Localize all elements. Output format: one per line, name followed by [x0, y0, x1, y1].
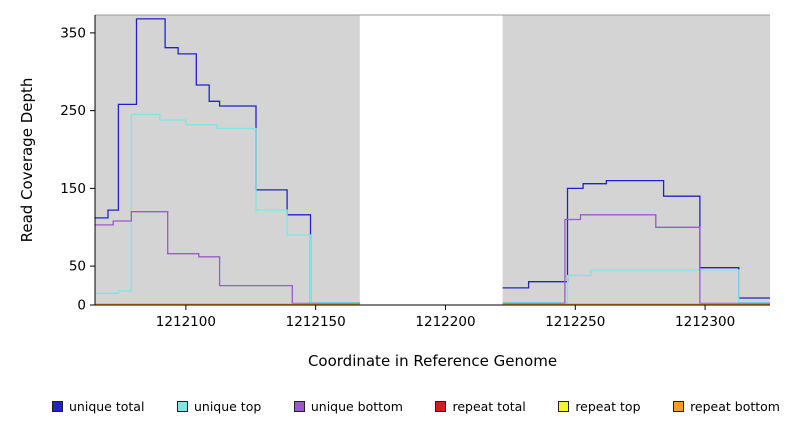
- legend-label-repeat-top: repeat top: [575, 399, 641, 414]
- legend-swatch-repeat-top: [558, 401, 570, 412]
- series-unique-total: [502, 179, 770, 299]
- legend-label-repeat-bottom: repeat bottom: [690, 399, 780, 414]
- legend-item-repeat-bottom: repeat bottom: [673, 399, 780, 414]
- series-unique-top: [502, 269, 770, 304]
- series-unique-bottom: [95, 211, 360, 305]
- legend-swatch-unique-total: [52, 401, 63, 412]
- shaded-region: [502, 15, 770, 305]
- legend-swatch-unique-bottom: [293, 401, 305, 412]
- legend-label-unique-total: unique total: [69, 399, 145, 414]
- x-tick-label: 1212100: [156, 314, 216, 330]
- y-axis-title: Read Coverage Depth: [18, 77, 36, 243]
- shaded-region: [95, 15, 360, 305]
- legend: unique total unique top unique bottom re…: [0, 399, 792, 414]
- coverage-plot: 1212100 1212150 1212200 1212250 1212300 0 50 15…: [60, 14, 770, 330]
- legend-label-repeat-total: repeat total: [452, 399, 526, 414]
- y-tick-label: 50: [69, 259, 86, 275]
- legend-swatch-unique-top: [176, 401, 188, 412]
- y-tick-label: 0: [77, 298, 86, 314]
- y-tick-label: 150: [60, 181, 86, 197]
- series-unique-total: [95, 18, 360, 304]
- legend-swatch-repeat-bottom: [673, 401, 685, 412]
- legend-label-unique-top: unique top: [193, 399, 262, 414]
- series-unique-bottom: [502, 214, 770, 305]
- legend-item-repeat-total: repeat total: [435, 399, 526, 414]
- x-tick-label: 1212150: [286, 314, 346, 330]
- legend-item-repeat-top: repeat top: [558, 399, 641, 414]
- series-unique-top: [95, 113, 360, 304]
- legend-label-unique-bottom: unique bottom: [310, 399, 403, 414]
- x-axis-title: Coordinate in Reference Genome: [307, 352, 558, 370]
- x-tick-label: 1212200: [415, 314, 475, 330]
- y-tick-label: 250: [60, 103, 86, 119]
- legend-swatch-repeat-total: [435, 401, 447, 412]
- legend-item-unique-top: unique top: [176, 399, 262, 414]
- x-tick-label: 1212250: [545, 314, 605, 330]
- x-tick-label: 1212300: [675, 314, 735, 330]
- legend-item-unique-bottom: unique bottom: [293, 399, 403, 414]
- y-tick-label: 350: [60, 25, 86, 41]
- legend-item-unique-total: unique total: [52, 399, 144, 414]
